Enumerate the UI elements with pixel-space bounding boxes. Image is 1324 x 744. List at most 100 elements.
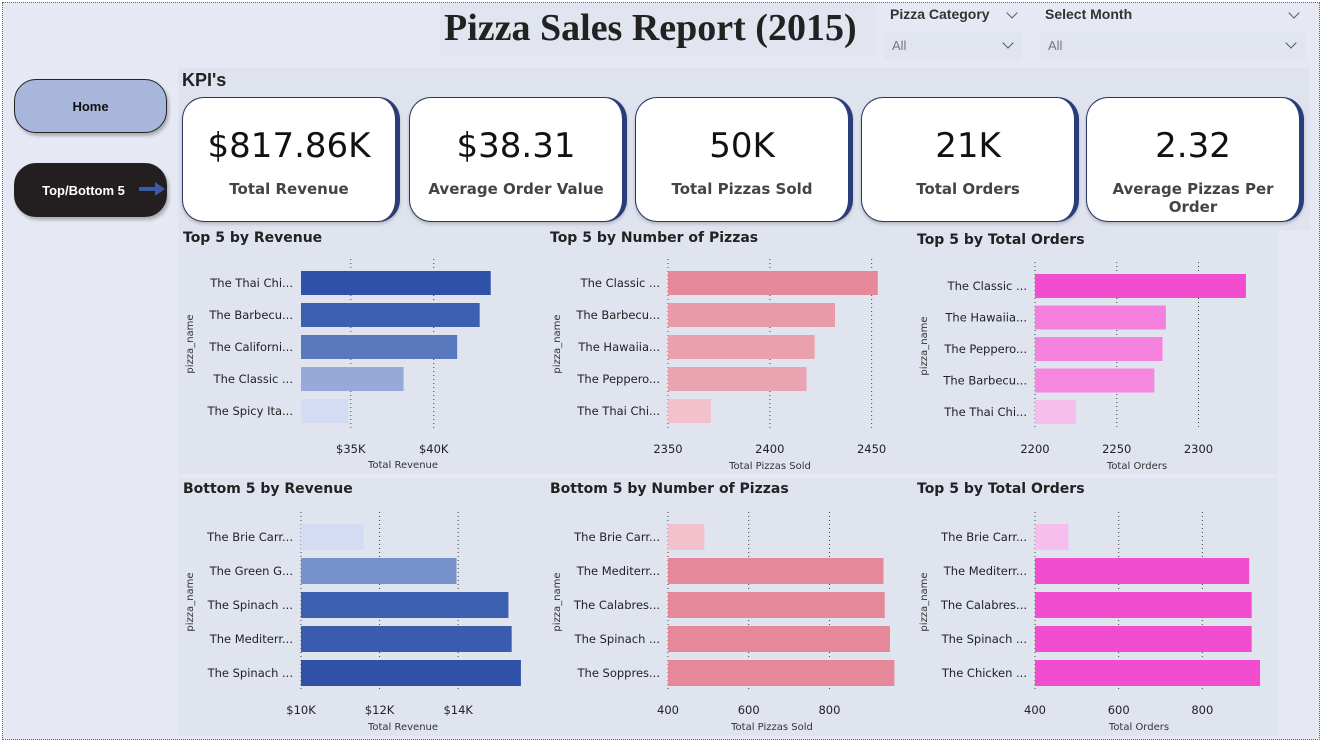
bar[interactable] — [1035, 660, 1261, 686]
category-label: The Brie Carr... — [573, 530, 660, 544]
category-label: The Thai Chi... — [576, 404, 660, 418]
pizza-category-value: All — [892, 38, 907, 53]
x-tick-label: 2200 — [1020, 442, 1049, 456]
x-axis-label: Total Orders — [1106, 461, 1167, 472]
chart-title: Top 5 by Revenue — [183, 230, 322, 246]
chart-title: Top 5 by Number of Pizzas — [550, 230, 758, 246]
y-axis-label: pizza_name — [185, 572, 196, 631]
category-label: The Peppero... — [576, 372, 660, 386]
y-axis-label: pizza_name — [552, 314, 563, 373]
category-label: The Barbecu... — [575, 308, 660, 322]
title-background — [440, 4, 876, 56]
bar[interactable] — [1035, 337, 1163, 361]
bar[interactable] — [1035, 626, 1252, 652]
bar[interactable] — [668, 271, 878, 295]
category-label: The Barbecu... — [208, 308, 293, 322]
bar[interactable] — [1035, 368, 1155, 393]
bar[interactable] — [1035, 274, 1246, 298]
pizza-category-dropdown[interactable]: All — [884, 32, 1022, 60]
chart-bottom5-orders: Top 5 by Total Orders 400 600 800 The Brie C… — [917, 481, 1261, 733]
kpi-value: 50K — [709, 126, 775, 166]
x-tick-label: 2300 — [1184, 442, 1213, 456]
bar[interactable] — [301, 271, 491, 295]
x-tick-label: 2450 — [857, 442, 886, 456]
category-label: The Green G... — [209, 564, 293, 578]
kpi-value: 2.32 — [1155, 126, 1231, 166]
x-tick-label: 800 — [818, 703, 840, 717]
home-button[interactable]: Home — [14, 79, 167, 133]
category-label: The Californi... — [208, 340, 293, 354]
category-label: The Spicy Ita... — [206, 404, 293, 418]
kpi-value: 21K — [935, 126, 1001, 166]
y-axis-label: pizza_name — [919, 316, 930, 375]
bar[interactable] — [301, 660, 521, 686]
category-label: The Classic ... — [580, 276, 660, 290]
bar[interactable] — [668, 303, 835, 327]
bar[interactable] — [1035, 400, 1076, 424]
kpi-card-average-pizzas-per-order: 2.32 Average Pizzas Per Order — [1086, 97, 1304, 222]
y-axis-label: pizza_name — [919, 572, 930, 631]
bar[interactable] — [668, 524, 705, 550]
category-label: The Calabres... — [940, 598, 1027, 612]
x-tick-label: $10K — [286, 703, 316, 717]
x-tick-label: 600 — [1108, 703, 1130, 717]
category-label: The Hawaiia... — [944, 311, 1027, 325]
select-month-label: Select Month — [1045, 6, 1133, 22]
bar[interactable] — [668, 626, 890, 652]
x-tick-label: 2350 — [653, 442, 682, 456]
x-tick-label: 600 — [738, 703, 760, 717]
bar[interactable] — [301, 626, 512, 652]
bar[interactable] — [301, 558, 457, 584]
kpi-label: Average Pizzas Per Order — [1112, 180, 1274, 216]
chart-title: Top 5 by Total Orders — [917, 232, 1085, 248]
x-tick-label: 2250 — [1102, 442, 1131, 456]
bar[interactable] — [668, 660, 895, 686]
select-month-value: All — [1048, 38, 1063, 53]
bar[interactable] — [301, 524, 364, 550]
x-tick-label: 400 — [657, 703, 679, 717]
chart-top5-revenue: Top 5 by Revenue $35K $40K The Thai Chi... T… — [183, 230, 491, 471]
x-tick-label: $40K — [419, 442, 449, 456]
chart-title: Bottom 5 by Revenue — [183, 481, 353, 497]
x-axis-label: Total Revenue — [367, 722, 438, 733]
category-label: The Mediterr... — [943, 564, 1027, 578]
kpi-value: $817.86K — [207, 126, 371, 166]
kpi-label: Total Pizzas Sold — [671, 180, 813, 198]
bar[interactable] — [1035, 305, 1166, 330]
category-label: The Classic ... — [213, 372, 293, 386]
x-axis-label: Total Orders — [1108, 722, 1169, 733]
kpi-value: $38.31 — [456, 126, 576, 166]
bar[interactable] — [301, 367, 404, 391]
chart-top5-pizzas: Top 5 by Number of Pizzas 2350 2400 2450 The… — [550, 230, 886, 472]
bar[interactable] — [301, 399, 348, 423]
bar[interactable] — [1035, 558, 1250, 584]
category-label: The Mediterr... — [576, 564, 660, 578]
category-label: The Peppero... — [943, 342, 1027, 356]
bar[interactable] — [668, 367, 807, 391]
category-label: The Chicken ... — [941, 666, 1027, 680]
category-label: The Spinach ... — [207, 666, 293, 680]
y-axis-label: pizza_name — [185, 314, 196, 373]
bar[interactable] — [668, 592, 885, 618]
category-label: The Mediterr... — [209, 632, 293, 646]
bar[interactable] — [1035, 524, 1069, 550]
home-button-label: Home — [72, 98, 109, 114]
x-tick-label: 2400 — [755, 442, 784, 456]
chart-top5-orders: Top 5 by Total Orders 2200 2250 2300 The Cla… — [917, 232, 1246, 472]
bar[interactable] — [668, 335, 815, 359]
category-label: The Barbecu... — [942, 374, 1027, 388]
bar[interactable] — [301, 592, 509, 618]
bar[interactable] — [1035, 592, 1252, 618]
category-label: The Brie Carr... — [940, 530, 1027, 544]
select-month-dropdown[interactable]: All — [1040, 32, 1306, 60]
bar[interactable] — [668, 558, 884, 584]
bar[interactable] — [301, 303, 480, 327]
top-bottom-5-button[interactable]: Top/Bottom 5 — [14, 163, 167, 217]
bar[interactable] — [301, 335, 458, 359]
chart-title: Bottom 5 by Number of Pizzas — [550, 481, 789, 497]
category-label: The Thai Chi... — [209, 276, 293, 290]
chart-title: Top 5 by Total Orders — [917, 481, 1085, 497]
category-label: The Calabres... — [573, 598, 660, 612]
bar[interactable] — [668, 399, 711, 423]
arrow-right-icon — [139, 187, 155, 191]
